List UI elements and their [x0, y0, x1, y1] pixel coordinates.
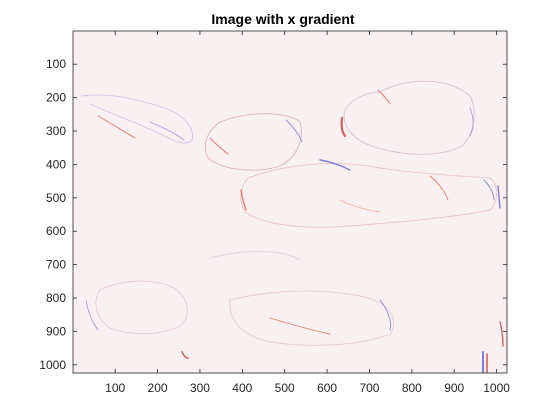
x-tick-label: 400: [232, 381, 252, 395]
y-tick-label: 500: [46, 191, 66, 205]
y-tick-label: 100: [46, 57, 66, 71]
x-tick-label: 500: [275, 381, 295, 395]
y-tick-label: 700: [46, 258, 66, 272]
axes-box: [72, 30, 508, 374]
x-tick-label: 900: [444, 381, 464, 395]
x-tick-label: 300: [190, 381, 210, 395]
x-tick-label: 800: [402, 381, 422, 395]
x-tick-label: 1000: [483, 381, 510, 395]
y-tick-label: 600: [46, 224, 66, 238]
x-tick-label: 600: [317, 381, 337, 395]
y-axis: 100 200 300 400 500 600 700 800 900 1000: [39, 57, 507, 372]
gradient-image-background: [73, 31, 507, 373]
y-tick-label: 800: [46, 291, 66, 305]
x-axis: 100 200 300 400 500 600 700 800 900 1000: [105, 31, 510, 395]
y-tick-label: 200: [46, 91, 66, 105]
y-tick-label: 1000: [39, 358, 66, 372]
y-tick-label: 900: [46, 324, 66, 338]
plot-area: [72, 30, 508, 374]
y-tick-label: 400: [46, 157, 66, 171]
x-tick-label: 100: [105, 381, 125, 395]
chart-title: Image with x gradient: [211, 11, 354, 27]
x-tick-label: 200: [148, 381, 168, 395]
gradient-strokes: [81, 80, 504, 373]
y-tick-label: 300: [46, 124, 66, 138]
x-tick-label: 700: [359, 381, 379, 395]
